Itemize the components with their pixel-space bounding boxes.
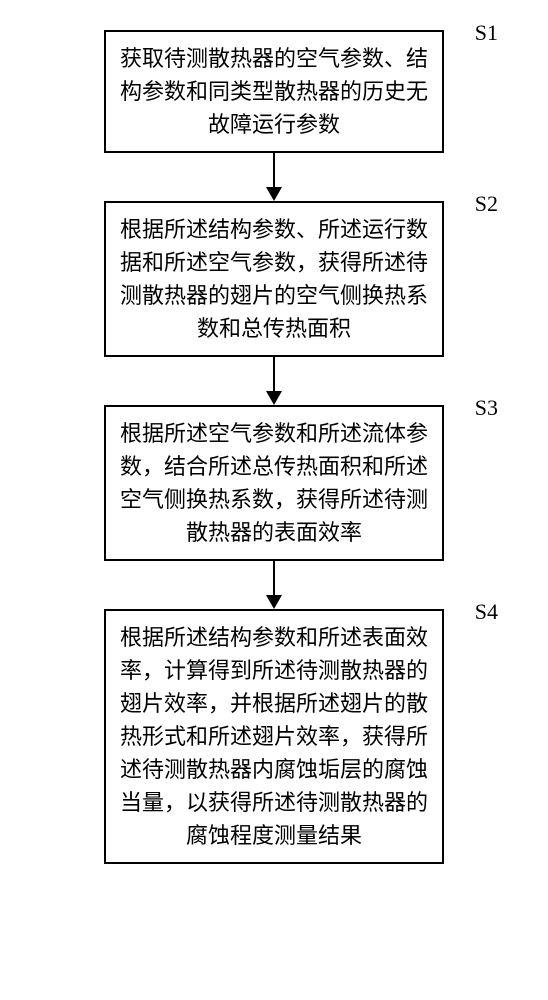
arrow-s2-s3 xyxy=(266,357,282,405)
step-wrapper-s1: 获取待测散热器的空气参数、结构参数和同类型散热器的历史无故障运行参数 S1 xyxy=(20,30,528,153)
step-text: 根据所述结构参数、所述运行数据和所述空气参数，获得所述待测散热器的翅片的空气侧换… xyxy=(120,217,428,341)
step-box-s3: 根据所述空气参数和所述流体参数，结合所述总传热面积和所述空气侧换热系数，获得所述… xyxy=(104,405,444,561)
step-wrapper-s3: 根据所述空气参数和所述流体参数，结合所述总传热面积和所述空气侧换热系数，获得所述… xyxy=(20,405,528,561)
step-text: 获取待测散热器的空气参数、结构参数和同类型散热器的历史无故障运行参数 xyxy=(120,46,428,137)
step-wrapper-s4: 根据所述结构参数和所述表面效率，计算得到所述待测散热器的翅片效率，并根据所述翅片… xyxy=(20,609,528,864)
arrow-head-icon xyxy=(266,391,282,405)
flowchart-container: 获取待测散热器的空气参数、结构参数和同类型散热器的历史无故障运行参数 S1 根据… xyxy=(20,30,528,864)
step-text: 根据所述结构参数和所述表面效率，计算得到所述待测散热器的翅片效率，并根据所述翅片… xyxy=(120,625,428,848)
arrow-line xyxy=(273,357,275,391)
step-box-s2: 根据所述结构参数、所述运行数据和所述空气参数，获得所述待测散热器的翅片的空气侧换… xyxy=(104,201,444,357)
step-box-s4: 根据所述结构参数和所述表面效率，计算得到所述待测散热器的翅片效率，并根据所述翅片… xyxy=(104,609,444,864)
step-label-s2: S2 xyxy=(475,191,498,217)
step-label-s3: S3 xyxy=(475,395,498,421)
step-box-s1: 获取待测散热器的空气参数、结构参数和同类型散热器的历史无故障运行参数 xyxy=(104,30,444,153)
arrow-line xyxy=(273,561,275,595)
arrow-head-icon xyxy=(266,187,282,201)
step-wrapper-s2: 根据所述结构参数、所述运行数据和所述空气参数，获得所述待测散热器的翅片的空气侧换… xyxy=(20,201,528,357)
step-text: 根据所述空气参数和所述流体参数，结合所述总传热面积和所述空气侧换热系数，获得所述… xyxy=(120,421,428,545)
arrow-s3-s4 xyxy=(266,561,282,609)
step-label-s1: S1 xyxy=(475,20,498,46)
arrow-s1-s2 xyxy=(266,153,282,201)
step-label-s4: S4 xyxy=(475,599,498,625)
arrow-line xyxy=(273,153,275,187)
arrow-head-icon xyxy=(266,595,282,609)
